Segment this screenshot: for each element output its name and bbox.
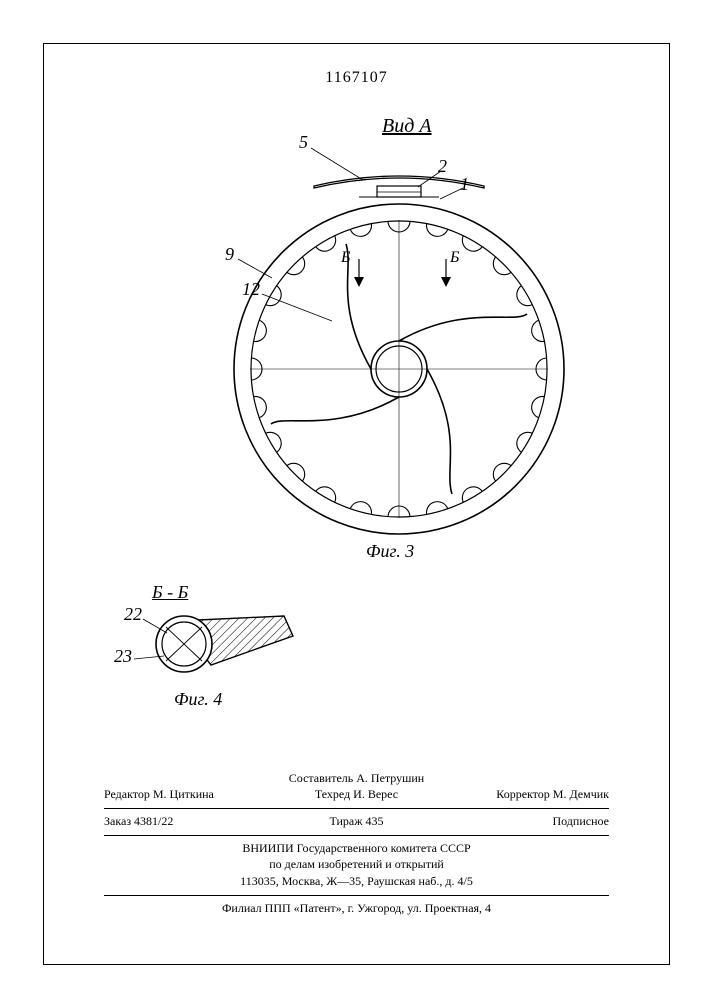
callout-23: 23: [114, 646, 132, 667]
section-arrow-b-left: Б: [341, 249, 350, 267]
credits-block: Составитель А. Петрушин Редактор М. Цитк…: [104, 770, 609, 916]
callout-12: 12: [242, 279, 260, 300]
section-arrow-b-right: Б: [450, 249, 459, 267]
callout-22: 22: [124, 604, 142, 625]
credits-org2: по делам изобретений и открытий: [269, 857, 444, 871]
view-a-label: Вид А: [382, 115, 432, 138]
credits-branch: Филиал ППП «Патент», г. Ужгород, ул. Про…: [104, 900, 609, 916]
credits-corrector: Корректор М. Демчик: [441, 786, 609, 802]
credits-tech: Техред И. Верес: [272, 786, 440, 802]
credits-order: Заказ 4381/22: [104, 813, 272, 829]
callout-23-leader: [132, 654, 166, 666]
fig-4-label: Фиг. 4: [174, 689, 222, 710]
callout-9: 9: [225, 244, 234, 265]
credits-copies: Тираж 435: [272, 813, 440, 829]
credits-addr: 113035, Москва, Ж—35, Раушская наб., д. …: [240, 874, 473, 888]
callout-22-leader: [141, 616, 171, 636]
credits-org: ВНИИПИ Государственного комитета СССР: [242, 841, 470, 855]
callout-1-leader: [438, 186, 466, 202]
callout-9-leader: [236, 256, 276, 281]
section-bb-title: Б - Б: [152, 582, 188, 603]
credits-editor: Редактор М. Циткина: [104, 786, 272, 802]
patent-number: 1167107: [325, 69, 387, 87]
page-frame: 1167107 Вид А: [43, 43, 670, 965]
callout-5-leader: [308, 144, 368, 184]
fig-3-label: Фиг. 3: [366, 541, 414, 562]
callout-5: 5: [299, 132, 308, 153]
callout-12-leader: [260, 291, 335, 326]
figure-3: [219, 174, 579, 554]
credits-compiler: Составитель А. Петрушин: [104, 770, 609, 786]
credits-subscription: Подписное: [441, 813, 609, 829]
